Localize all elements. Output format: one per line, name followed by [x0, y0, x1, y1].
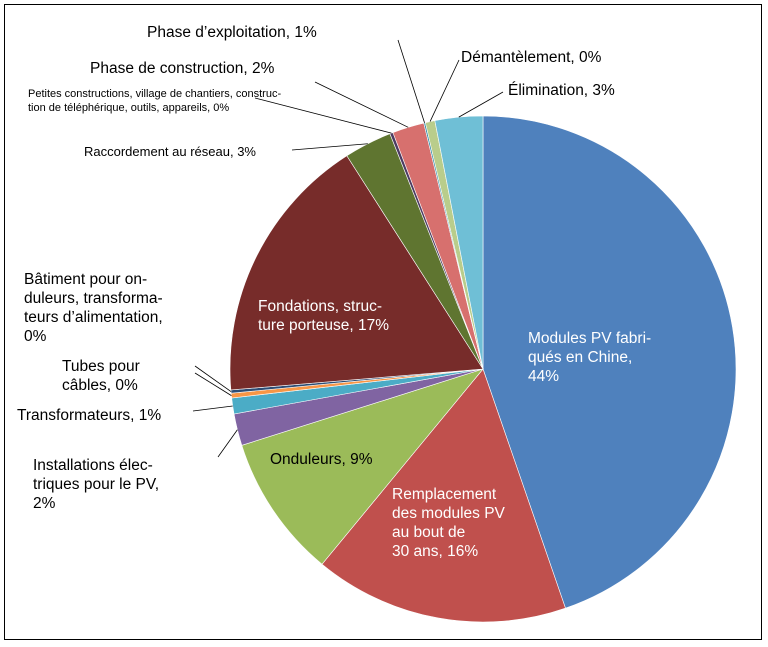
slice-label-elimination: Élimination, 3%	[508, 82, 615, 99]
leader-line-3	[217, 429, 238, 458]
pie-slice-7	[229, 155, 484, 391]
slice-label-demantelement: Démantèlement, 0%	[461, 49, 602, 66]
slice-label-batiment: Bâtiment pour on- duleurs, transforma- t…	[24, 271, 163, 345]
slice-label-petites-constructions: Petites constructions, village de chanti…	[28, 88, 282, 114]
slice-label-tubes: Tubes pour câbles, 0%	[62, 358, 140, 394]
slice-label-phase-exploitation: Phase d’exploitation, 1%	[147, 24, 317, 41]
leader-line-8	[291, 143, 368, 151]
leader-line-5	[194, 372, 232, 396]
slice-label-transformateurs: Transformateurs, 1%	[17, 407, 162, 424]
leader-line-11	[397, 39, 425, 123]
slice-label-installations: Installations élec- triques pour le PV, …	[33, 457, 160, 512]
leader-line-9	[254, 97, 392, 134]
slice-label-phase-construction: Phase de construction, 2%	[90, 60, 275, 77]
pie-slice-0	[482, 115, 737, 609]
leader-line-13	[458, 91, 504, 118]
leader-line-6	[194, 365, 232, 392]
pie-slice-2	[241, 368, 484, 565]
slice-label-onduleurs: Onduleurs, 9%	[270, 451, 373, 468]
pie-slice-1	[321, 368, 566, 623]
leader-line-12	[429, 59, 460, 122]
slice-label-fondations: Fondations, struc- ture porteuse, 17%	[258, 298, 389, 334]
slice-label-modules-pv: Modules PV fabri- qués en Chine, 44%	[528, 330, 652, 385]
leader-line-10	[314, 81, 409, 128]
leader-line-4	[192, 405, 233, 412]
slice-label-remplacement: Remplacement des modules PV au bout de 3…	[392, 486, 505, 560]
slice-label-raccordement: Raccordement au réseau, 3%	[84, 144, 256, 159]
